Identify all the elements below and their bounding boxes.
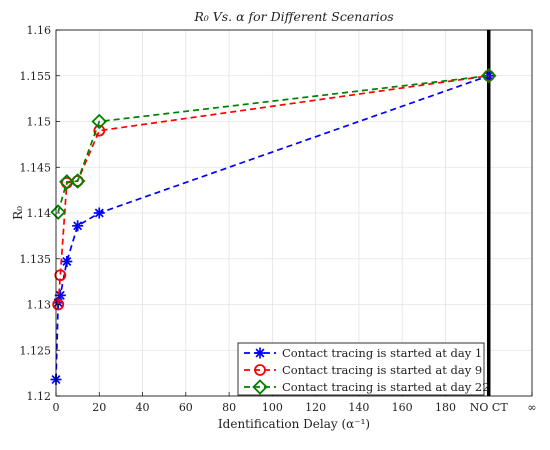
legend: Contact tracing is started at day 1 Conta… xyxy=(237,342,490,396)
x-tick-label: 60 xyxy=(179,401,193,414)
legend-label: Contact tracing is started at day 9 xyxy=(282,363,482,377)
y-tick-label: 1.125 xyxy=(20,344,52,357)
y-axis-title: R₀ xyxy=(11,206,25,220)
legend-entry: Contact tracing is started at day 9 xyxy=(244,363,482,377)
chart-title: R₀ Vs. α for Different Scenarios xyxy=(193,9,393,24)
x-axis-title: Identification Delay (α⁻¹) xyxy=(218,417,370,431)
x-tick-label: 40 xyxy=(136,401,150,414)
series-2 xyxy=(52,69,495,311)
x-tick-label: 80 xyxy=(222,401,236,414)
data-point xyxy=(52,298,65,311)
y-tick-label: 1.12 xyxy=(27,390,52,403)
legend-label: Contact tracing is started at day 1 xyxy=(282,346,482,360)
series-layer xyxy=(50,67,497,386)
y-tick-label: 1.13 xyxy=(27,299,52,312)
series-3 xyxy=(50,67,497,220)
x-tick-label: 120 xyxy=(305,401,326,414)
legend-marker xyxy=(254,347,266,359)
legend-label: Contact tracing is started at day 22 xyxy=(282,380,490,394)
series-line xyxy=(57,74,489,213)
legend-entry: Contact tracing is started at day 22 xyxy=(244,379,490,395)
x-tick-label: 140 xyxy=(348,401,369,414)
x-tick-label: 160 xyxy=(392,401,413,414)
y-tick-label: 1.16 xyxy=(27,24,52,37)
data-point xyxy=(480,67,497,84)
x-tick-label: ∞ xyxy=(527,401,536,414)
data-point xyxy=(93,207,105,219)
y-tick-label: 1.155 xyxy=(20,70,52,83)
x-tick-label: NO CT xyxy=(470,401,509,414)
data-point xyxy=(50,204,66,220)
x-tick-label: 100 xyxy=(262,401,283,414)
data-point xyxy=(61,255,73,267)
legend-marker xyxy=(252,379,268,395)
x-tick-label: 20 xyxy=(92,401,106,414)
x-tick-label: 0 xyxy=(53,401,60,414)
data-point xyxy=(93,124,106,137)
legend-entry: Contact tracing is started at day 1 xyxy=(244,346,482,360)
data-point xyxy=(54,269,67,282)
legend-box xyxy=(237,342,485,396)
data-point xyxy=(69,173,86,189)
y-tick-label: 1.15 xyxy=(27,116,52,129)
y-tick-label: 1.135 xyxy=(20,253,52,266)
y-tick-label: 1.14 xyxy=(27,207,52,220)
data-point xyxy=(72,220,84,232)
legend-marker xyxy=(254,364,266,376)
tick-labels: 0 20 40 60 80 100 120 140 160 180 NO CT ∞ 1.12 1.125 1… xyxy=(20,24,537,414)
y-tick-label: 1.145 xyxy=(20,161,52,174)
x-tick-label: 180 xyxy=(435,401,456,414)
data-point xyxy=(91,113,108,130)
